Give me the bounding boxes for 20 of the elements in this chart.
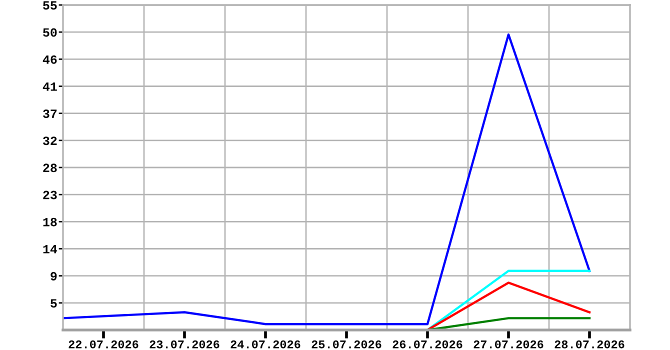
x-tick-label: 26.07.2026 [392, 340, 462, 348]
x-tick-label: 25.07.2026 [312, 340, 382, 348]
line-series [63, 33, 591, 326]
y-tick-label: 14 [43, 245, 58, 254]
x-tick-label: 24.07.2026 [230, 340, 300, 348]
y-tick-label: 28 [43, 164, 57, 172]
x-tick-label: 27.07.2026 [474, 340, 544, 348]
y-tick-label: 23 [43, 190, 57, 200]
y-tick-label: 18 [43, 218, 57, 226]
y-tick-label: 9 [50, 272, 57, 280]
y-tick-label: 50 [43, 28, 57, 37]
y-tick-label: 55 [43, 1, 57, 10]
y-tick-label: 37 [43, 110, 57, 118]
y-tick-label: 41 [42, 82, 57, 91]
y-tick-label: 32 [43, 136, 57, 146]
x-tick-label: 23.07.2026 [150, 340, 220, 348]
x-tick-label: 28.07.2026 [554, 340, 624, 348]
x-tick-label: 22.07.2026 [68, 340, 138, 348]
y-tick-label: 46 [42, 55, 57, 64]
y-tick-label: 5 [50, 299, 57, 308]
